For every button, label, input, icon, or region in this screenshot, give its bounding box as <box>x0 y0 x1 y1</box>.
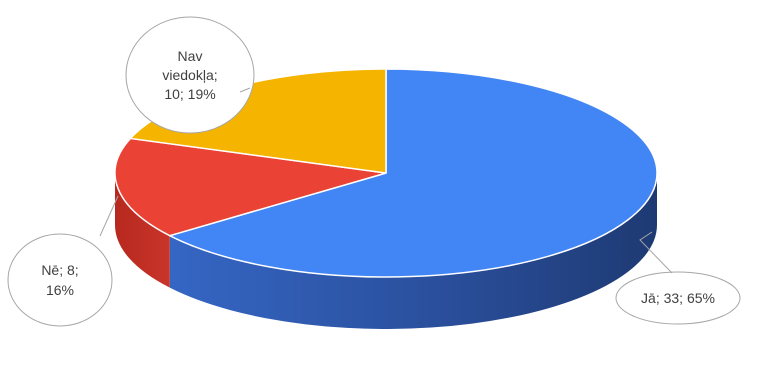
pie-side-ja <box>169 173 658 329</box>
data-label: Jā; 33; 65% <box>641 290 715 306</box>
callout-leader-line <box>99 195 119 237</box>
data-label: 16% <box>46 282 74 298</box>
callout-nav-viedokla: Nav viedokļa; 10; 19% <box>125 16 255 134</box>
data-label: 10; 19% <box>164 86 215 102</box>
callout-bubble <box>7 233 113 327</box>
callout-bubble <box>615 271 741 325</box>
callout-leader-line <box>639 231 673 274</box>
data-label: viedokļa; <box>162 67 217 83</box>
callout-leader-line <box>239 87 251 93</box>
pie-callouts: Jā; 33; 65% Nē; 8; 16% Nav viedokļa; 10; 19% <box>7 16 741 327</box>
data-label: Nav <box>178 48 203 64</box>
pie-side-ne <box>115 173 170 288</box>
pie-tops <box>114 68 658 278</box>
pie-slice-ne <box>114 137 387 237</box>
callout-ja: Jā; 33; 65% <box>615 231 741 325</box>
data-label: Nē; 8; <box>41 262 78 278</box>
pie-sides <box>115 173 658 329</box>
pie-slice-ja <box>168 68 658 278</box>
callout-bubble <box>125 16 255 134</box>
callout-ne: Nē; 8; 16% <box>7 195 119 327</box>
